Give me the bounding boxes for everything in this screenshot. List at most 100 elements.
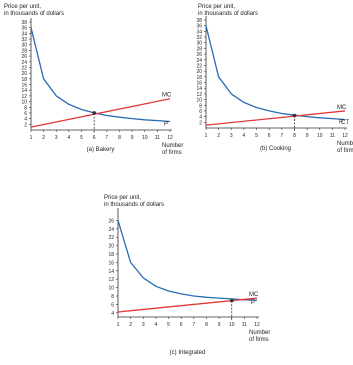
x-tick-label: 8 <box>205 322 208 328</box>
y-tick-label: 4 <box>199 115 202 121</box>
marginal-cost-line <box>30 98 171 128</box>
x-tick-label: 10 <box>317 133 323 139</box>
y-tick-label: 20 <box>196 69 202 75</box>
x-tick-label: 1 <box>30 135 33 141</box>
y-tick-label: 32 <box>196 35 202 41</box>
y-tick-label: 36 <box>196 24 202 30</box>
x-tick-label: 12 <box>342 133 348 139</box>
x-tick-label: 4 <box>68 135 71 141</box>
x-axis-label: of firms <box>249 337 269 343</box>
y-tick-label: 22 <box>196 63 202 69</box>
x-tick-label: 1 <box>117 322 120 328</box>
y-axis-label: in thousands of dollars <box>104 202 164 208</box>
x-tick-label: 5 <box>80 135 83 141</box>
series-label-p: P <box>164 121 168 127</box>
y-tick-label: 16 <box>196 81 202 87</box>
y-tick-label: 12 <box>196 92 202 98</box>
series-label-mc: MC <box>249 292 259 298</box>
average-cost-curve <box>205 25 346 121</box>
y-tick-label: 26 <box>21 54 27 60</box>
y-tick-label: 28 <box>196 46 202 52</box>
y-tick-label: 4 <box>111 311 114 317</box>
y-axis-label: in thousands of dollars <box>4 11 64 17</box>
x-tick-label: 12 <box>167 135 173 141</box>
y-axis-label: in thousands of dollars <box>198 11 258 17</box>
y-tick-label: 12 <box>21 94 27 100</box>
panel-caption: (c) Integrated <box>170 350 206 356</box>
x-axis-label: Number <box>337 141 353 147</box>
y-tick-label: 18 <box>108 252 114 258</box>
x-axis-label: Number <box>162 143 183 149</box>
y-tick-label: 4 <box>24 117 27 123</box>
x-tick-label: 11 <box>330 133 335 139</box>
x-tick-label: 11 <box>242 322 247 328</box>
y-tick-label: 2 <box>199 120 202 126</box>
series-label-mc: MC <box>162 93 172 99</box>
x-tick-label: 2 <box>217 133 220 139</box>
x-tick-label: 9 <box>306 133 309 139</box>
x-tick-label: 9 <box>131 135 134 141</box>
y-tick-label: 26 <box>196 52 202 58</box>
y-tick-label: 36 <box>21 26 27 32</box>
y-tick-label: 14 <box>196 86 202 92</box>
equilibrium-point <box>292 113 297 118</box>
x-tick-label: 2 <box>129 322 132 328</box>
x-tick-label: 9 <box>218 322 221 328</box>
y-tick-label: 8 <box>111 294 114 300</box>
x-tick-label: 6 <box>93 135 96 141</box>
y-tick-label: 22 <box>21 65 27 71</box>
y-tick-label: 18 <box>196 75 202 81</box>
marginal-cost-line <box>205 110 346 126</box>
x-axis-label: of firms <box>337 148 353 154</box>
x-tick-label: 10 <box>229 322 235 328</box>
chart-panel-1: Price per unit,in thousands of dollars24… <box>4 4 183 156</box>
x-tick-label: 7 <box>105 135 108 141</box>
y-tick-label: 12 <box>108 277 114 283</box>
series-label-ct: CT <box>341 120 349 126</box>
y-tick-label: 20 <box>21 71 27 77</box>
series-label-p: P <box>339 119 343 125</box>
x-tick-label: 3 <box>230 133 233 139</box>
y-tick-label: 14 <box>108 269 114 275</box>
x-tick-label: 10 <box>142 135 148 141</box>
y-tick-label: 6 <box>24 111 27 117</box>
y-tick-label: 30 <box>196 41 202 47</box>
y-tick-label: 14 <box>21 88 27 94</box>
y-tick-label: 18 <box>21 77 27 83</box>
panel-caption: (b) Cooking <box>260 146 291 152</box>
marginal-cost-line <box>117 297 258 313</box>
x-tick-label: 3 <box>142 322 145 328</box>
x-axis-label: of firms <box>162 150 182 156</box>
x-tick-label: 4 <box>243 133 246 139</box>
y-tick-label: 28 <box>21 48 27 54</box>
y-tick-label: 8 <box>24 105 27 111</box>
y-tick-label: 38 <box>21 20 27 26</box>
y-axis-label: Price per unit, <box>4 4 41 10</box>
average-cost-curve <box>117 220 258 301</box>
x-tick-label: 2 <box>42 135 45 141</box>
equilibrium-point <box>229 298 234 303</box>
y-tick-label: 6 <box>111 302 114 308</box>
y-tick-label: 34 <box>196 29 202 35</box>
y-axis-label: Price per unit, <box>104 195 141 201</box>
average-cost-curve <box>30 27 171 123</box>
x-tick-label: 12 <box>254 322 260 328</box>
y-tick-label: 32 <box>21 37 27 43</box>
x-tick-label: 6 <box>268 133 271 139</box>
x-tick-label: 8 <box>118 135 121 141</box>
x-tick-label: 5 <box>255 133 258 139</box>
y-tick-label: 10 <box>108 286 114 292</box>
x-tick-label: 11 <box>155 135 160 141</box>
y-tick-label: 24 <box>108 227 114 233</box>
x-tick-label: 7 <box>192 322 195 328</box>
y-tick-label: 16 <box>21 83 27 89</box>
y-tick-label: 16 <box>108 260 114 266</box>
y-tick-label: 26 <box>108 218 114 224</box>
panel-caption: (a) Bakery <box>87 147 115 153</box>
y-tick-label: 2 <box>24 122 27 128</box>
y-axis-label: Price per unit, <box>198 4 235 10</box>
y-tick-label: 34 <box>21 31 27 37</box>
x-tick-label: 6 <box>180 322 183 328</box>
x-tick-label: 3 <box>55 135 58 141</box>
